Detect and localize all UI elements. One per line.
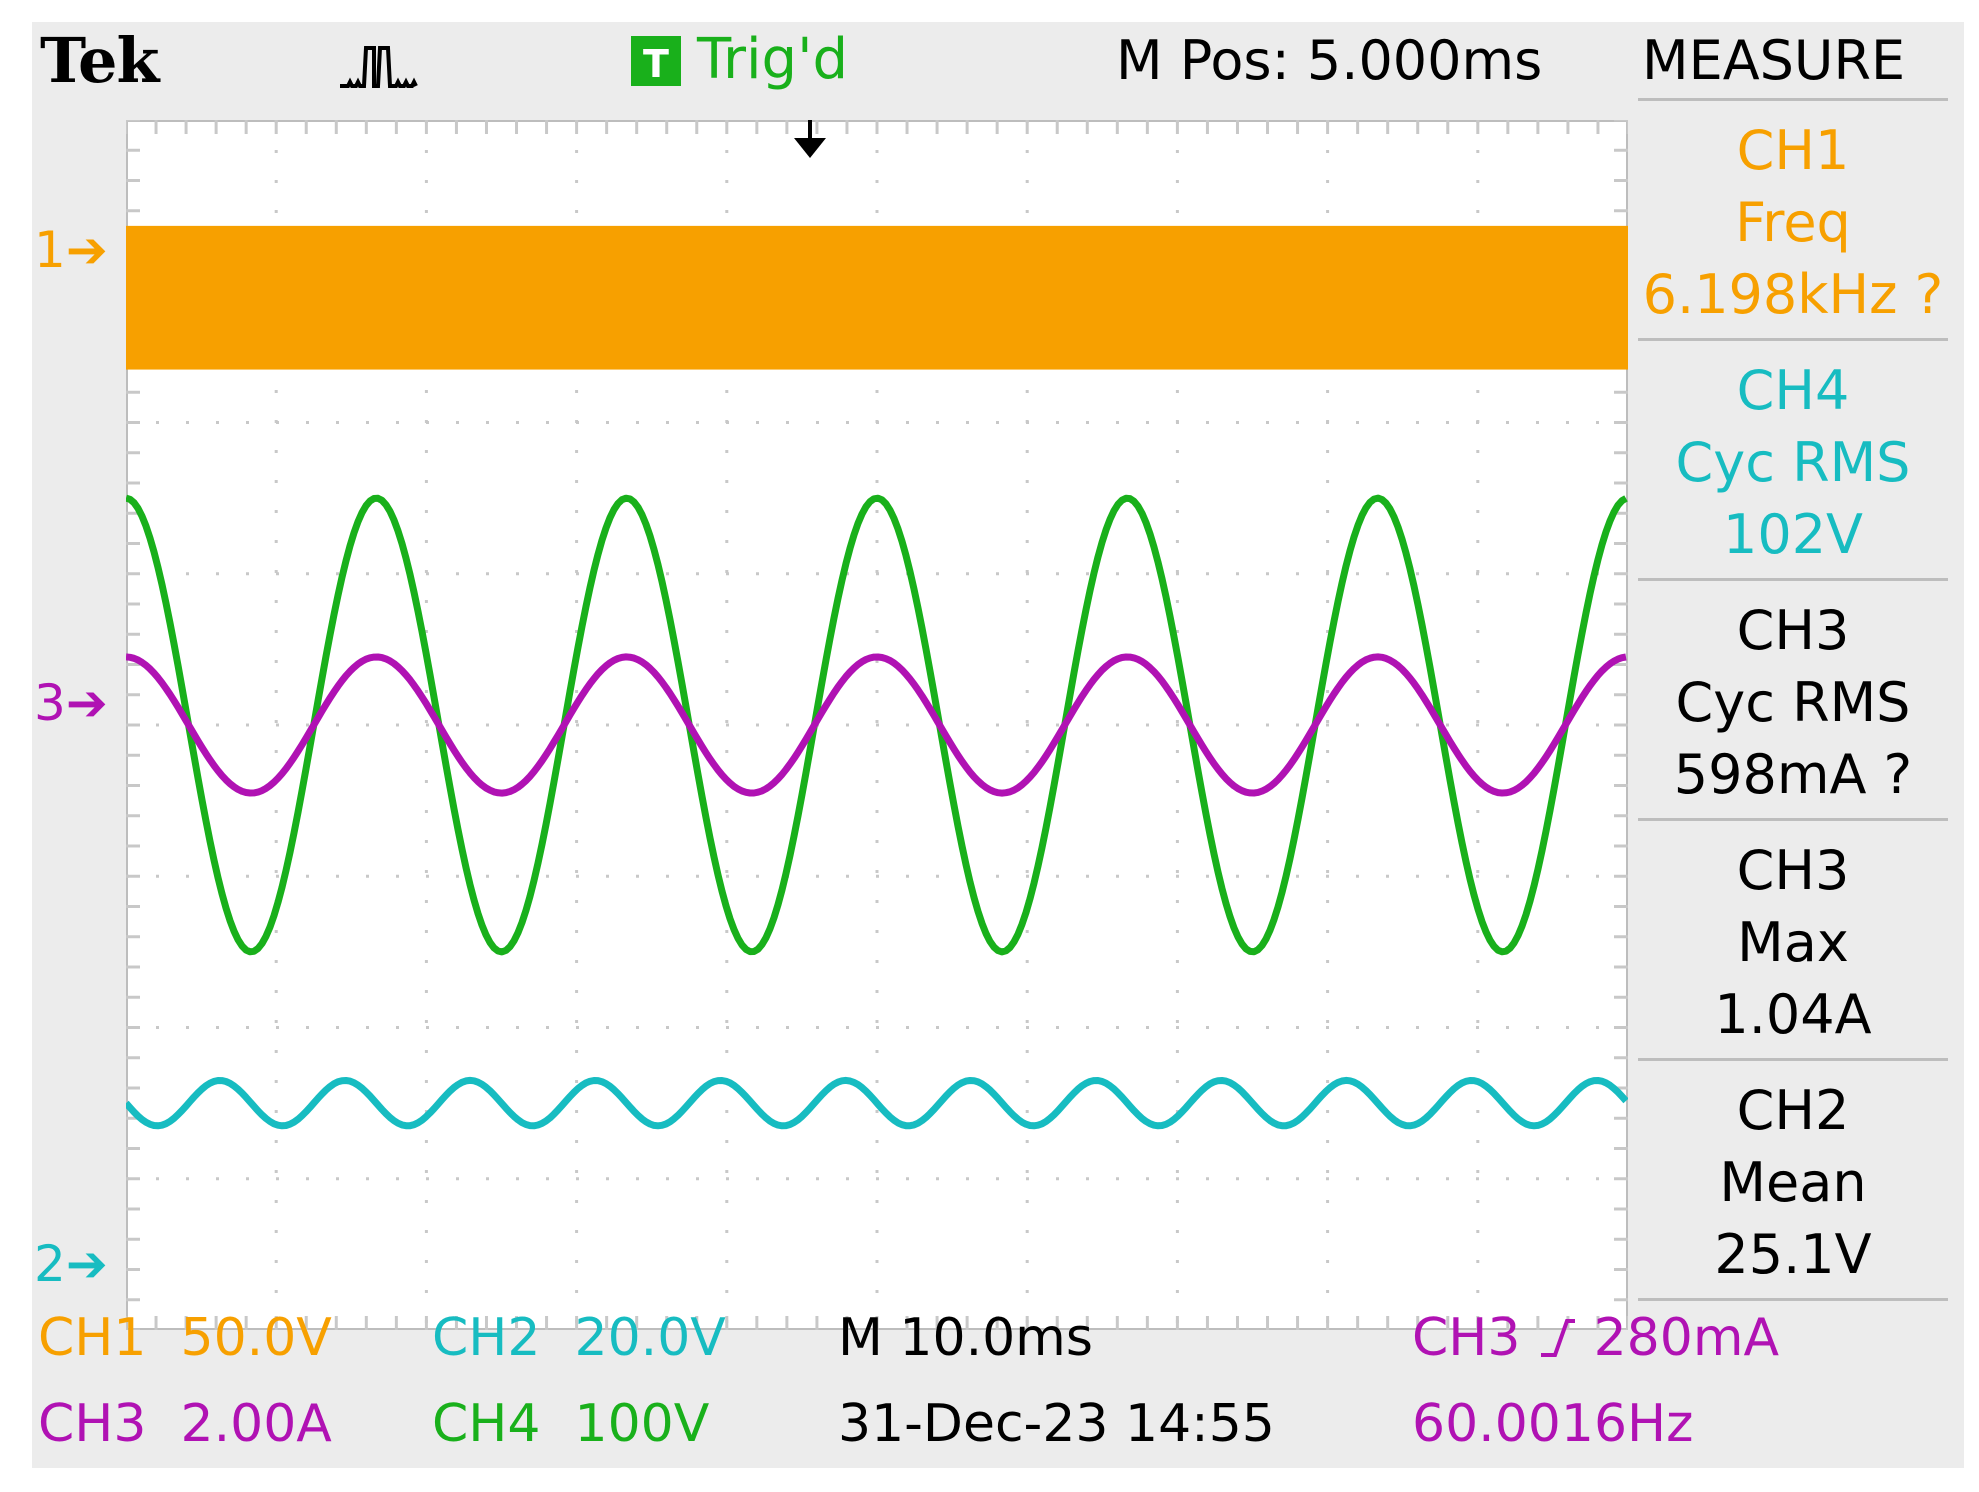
ch1-ground-label: 1 <box>34 221 66 279</box>
timebase-readout: M 10.0ms <box>838 1308 1093 1368</box>
ch3-ground-arrow-icon: ➔ <box>65 674 108 732</box>
ch3-scale: 2.00A <box>180 1394 332 1454</box>
trace-ch4 <box>126 494 1628 956</box>
trigger-source: CH3 <box>1412 1308 1521 1368</box>
ch2-ground-arrow-icon: ➔ <box>65 1235 108 1293</box>
ch4-scale-readout: CH4 100V <box>432 1398 709 1450</box>
trace-ch2 <box>126 1076 1628 1130</box>
measure-separator <box>1638 578 1948 581</box>
ch1-label: CH1 <box>38 1308 147 1368</box>
horizontal-position: M Pos: 5.000ms <box>1116 29 1543 92</box>
oscilloscope-screen: Tek T Trig'd M Pos: 5.000ms MEASURE 1➔ 3… <box>32 22 1964 1468</box>
ch2-ground-marker: 2➔ <box>34 1239 108 1289</box>
measurement-value: 25.1V <box>1714 1223 1872 1286</box>
measurement-value: 102V <box>1722 503 1863 566</box>
ch4-label: CH4 <box>432 1394 541 1454</box>
measurement-value: 598mA ? <box>1673 743 1913 806</box>
trigger-badge-letter: T <box>643 42 669 86</box>
measurement-channel: CH1 <box>1736 119 1850 182</box>
measurement-type: Mean <box>1719 1151 1867 1214</box>
measurement-value: 1.04A <box>1714 983 1872 1046</box>
measure-menu-title: MEASURE <box>1642 29 1906 92</box>
measurement-channel: CH4 <box>1736 359 1850 422</box>
measure-separator <box>1638 98 1948 101</box>
waveform-display <box>126 120 1628 1330</box>
ch2-scale: 20.0V <box>574 1308 726 1368</box>
measurement-type: Cyc RMS <box>1675 431 1911 494</box>
trigger-frequency-readout: 60.0016Hz <box>1412 1394 1694 1454</box>
ch3-scale-readout: CH3 2.00A <box>38 1398 332 1450</box>
brand-logo: Tek <box>40 24 159 97</box>
waveform-traces <box>126 225 1628 1130</box>
trace-ch3 <box>126 653 1627 797</box>
measurement-channel: CH3 <box>1736 599 1850 662</box>
ch1-ground-arrow-icon: ➔ <box>65 221 108 279</box>
measurement-type: Freq <box>1735 191 1851 254</box>
ch2-ground-label: 2 <box>34 1235 66 1293</box>
rising-edge-icon <box>1541 1319 1576 1357</box>
trigger-position-arrow-icon <box>794 138 826 158</box>
measurement-channel: CH3 <box>1736 839 1850 902</box>
ch3-ground-label: 3 <box>34 674 66 732</box>
trigger-readout: CH3 280mA <box>1412 1312 1779 1364</box>
measurement-type: Max <box>1737 911 1849 974</box>
measure-separator <box>1638 1298 1948 1301</box>
ch3-ground-marker: 3➔ <box>34 678 108 728</box>
measure-separator <box>1638 338 1948 341</box>
ch1-scale: 50.0V <box>180 1308 332 1368</box>
trigger-status: Trig'd <box>697 27 849 92</box>
ch1-ground-marker: 1➔ <box>34 225 108 275</box>
trace-ch1 <box>126 225 1628 370</box>
measurement-value: 6.198kHz ? <box>1642 263 1944 326</box>
ch2-label: CH2 <box>432 1308 541 1368</box>
ch4-scale: 100V <box>574 1394 710 1454</box>
ch2-scale-readout: CH2 20.0V <box>432 1312 726 1364</box>
measurement-channel: CH2 <box>1736 1079 1850 1142</box>
measure-separator <box>1638 1058 1948 1061</box>
measure-separator <box>1638 818 1948 821</box>
ch1-scale-readout: CH1 50.0V <box>38 1312 332 1364</box>
trigger-position-stem <box>808 120 812 140</box>
trigger-level: 280mA <box>1593 1308 1780 1368</box>
measurement-type: Cyc RMS <box>1675 671 1911 734</box>
trigger-badge: T <box>631 36 681 86</box>
acquisition-waveform-icon <box>340 46 418 88</box>
ch3-label: CH3 <box>38 1394 147 1454</box>
datetime-readout: 31-Dec-23 14:55 <box>838 1394 1275 1454</box>
